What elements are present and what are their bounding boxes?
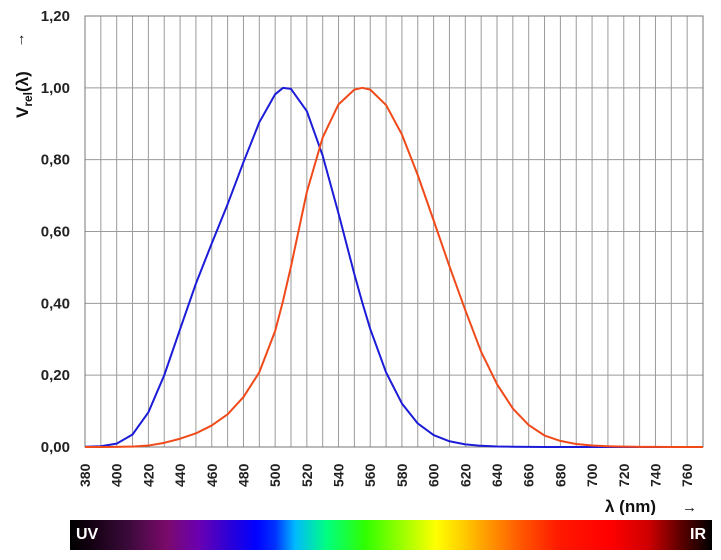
y-tick-label: 0,60	[41, 224, 70, 241]
x-axis-arrow: →	[682, 499, 697, 515]
uv-label: UV	[76, 526, 99, 543]
y-tick-label: 1,20	[41, 8, 70, 25]
x-tick-label: 580	[394, 463, 410, 487]
x-tick-label: 500	[267, 463, 283, 487]
y-axis-label-main: V	[13, 106, 32, 118]
x-tick-label: 600	[426, 463, 442, 487]
x-tick-label: 520	[299, 463, 315, 487]
y-tick-label: 0,40	[41, 295, 70, 312]
visible-spectrum-bar: UV IR	[70, 520, 712, 550]
x-tick-label: 480	[235, 463, 251, 487]
y-axis-label: Vrel(λ)	[13, 71, 35, 118]
x-tick-label: 620	[457, 463, 473, 487]
x-tick-label: 380	[77, 463, 93, 487]
chart-grid	[84, 15, 704, 448]
x-tick-label: 540	[331, 463, 347, 487]
x-tick-label: 740	[647, 463, 663, 487]
chart-series	[84, 86, 704, 448]
x-tick-label: 560	[362, 463, 378, 487]
x-tick-label: 640	[489, 463, 505, 487]
y-tick-label: 1,00	[41, 80, 70, 97]
y-axis-label-tail: (λ)	[13, 71, 32, 92]
y-axis-ticks: 0,00 0,20 0,40 0,60 0,80 1,00 1,20	[41, 8, 70, 456]
x-tick-label: 440	[172, 463, 188, 487]
series-line-scotopic	[84, 86, 703, 448]
y-tick-label: 0,00	[41, 439, 70, 456]
ir-label: IR	[690, 526, 706, 543]
y-tick-label: 0,80	[41, 152, 70, 169]
y-axis-arrow: →	[11, 33, 28, 48]
x-tick-label: 460	[204, 463, 220, 487]
x-axis-ticks: 380 400 420 440 460 480 500 520 540 560 580 600 620 6…	[77, 463, 695, 487]
x-tick-label: 660	[521, 463, 537, 487]
y-axis-label-sub: rel	[21, 92, 35, 107]
luminosity-chart: 0,00 0,20 0,40 0,60 0,80 1,00 1,20 380 400 420 44…	[11, 8, 704, 515]
y-tick-label: 0,20	[41, 367, 70, 384]
x-tick-label: 720	[616, 463, 632, 487]
x-tick-label: 700	[584, 463, 600, 487]
x-tick-label: 680	[552, 463, 568, 487]
plot-frame	[84, 15, 704, 448]
series-line-photopic	[84, 86, 704, 448]
x-axis-label: λ (nm)	[605, 497, 656, 515]
x-tick-label: 420	[140, 463, 156, 487]
x-tick-label: 400	[109, 463, 125, 487]
x-tick-label: 760	[679, 463, 695, 487]
